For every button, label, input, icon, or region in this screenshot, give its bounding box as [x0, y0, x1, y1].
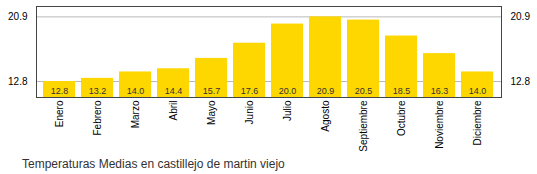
svg-text:Marzo: Marzo	[130, 100, 141, 128]
svg-text:Enero: Enero	[54, 100, 65, 127]
svg-text:20.9: 20.9	[511, 11, 531, 22]
svg-text:Diciembre: Diciembre	[472, 100, 483, 145]
svg-text:14.0: 14.0	[127, 86, 145, 96]
svg-text:Noviembre: Noviembre	[434, 100, 445, 149]
svg-text:Junio: Junio	[244, 100, 255, 124]
svg-text:12.8: 12.8	[511, 76, 531, 87]
svg-text:14.0: 14.0	[469, 86, 487, 96]
svg-text:Septiembre: Septiembre	[358, 100, 369, 152]
svg-text:12.8: 12.8	[51, 86, 69, 96]
svg-text:12.8: 12.8	[8, 76, 28, 87]
svg-text:20.9: 20.9	[317, 86, 335, 96]
svg-text:Agosto: Agosto	[320, 100, 331, 132]
svg-text:Julio: Julio	[282, 100, 293, 121]
svg-text:16.3: 16.3	[431, 86, 449, 96]
svg-text:14.4: 14.4	[165, 86, 183, 96]
svg-text:15.7: 15.7	[203, 86, 221, 96]
svg-text:17.6: 17.6	[241, 86, 259, 96]
svg-text:20.9: 20.9	[8, 11, 28, 22]
svg-text:13.2: 13.2	[89, 86, 107, 96]
svg-text:Octubre: Octubre	[396, 100, 407, 136]
html-text:Temperaturas Medias en castill: Temperaturas Medias en castillejo de mar…	[22, 157, 285, 171]
svg-text:20.5: 20.5	[355, 86, 373, 96]
svg-text:Mayo: Mayo	[206, 100, 217, 125]
svg-text:Febrero: Febrero	[92, 100, 103, 135]
svg-text:Abril: Abril	[168, 101, 179, 121]
svg-text:20.0: 20.0	[279, 86, 297, 96]
svg-text:18.5: 18.5	[393, 86, 411, 96]
